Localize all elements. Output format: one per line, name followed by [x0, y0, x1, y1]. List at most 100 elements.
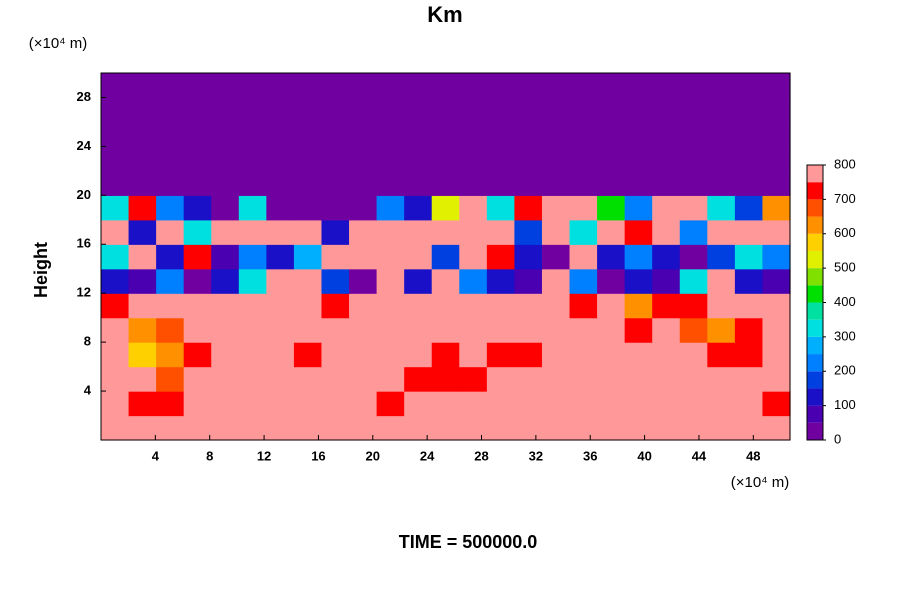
cell	[541, 219, 571, 245]
cell	[101, 219, 130, 245]
cell	[349, 268, 378, 294]
cell	[624, 366, 653, 392]
cell	[238, 366, 267, 392]
cell	[486, 121, 515, 147]
cell	[431, 195, 460, 221]
cell	[459, 219, 488, 245]
cell	[679, 146, 708, 172]
cell	[652, 317, 681, 343]
cell	[128, 170, 157, 196]
cell	[238, 195, 267, 221]
colorbar-label: 400	[834, 294, 856, 309]
cell	[652, 415, 681, 441]
cell	[404, 342, 433, 368]
cell	[321, 342, 350, 368]
cell	[128, 342, 157, 368]
cell	[624, 415, 653, 441]
cell	[762, 415, 791, 441]
colorbar-band	[807, 199, 823, 217]
cell	[486, 317, 515, 343]
time-label: TIME = 500000.0	[399, 532, 538, 552]
cell	[101, 170, 130, 196]
cell	[183, 146, 212, 172]
cell	[128, 293, 157, 319]
cell	[266, 268, 295, 294]
cell	[734, 293, 764, 319]
cell	[266, 391, 295, 417]
colorbar-label: 800	[834, 156, 856, 171]
cell	[762, 244, 791, 270]
cell	[486, 244, 515, 270]
cell	[652, 170, 681, 196]
cell	[349, 170, 378, 196]
cell	[486, 293, 515, 319]
cell	[101, 415, 130, 441]
cell	[707, 73, 736, 99]
colorbar-label: 700	[834, 191, 856, 206]
cell	[376, 342, 405, 368]
cell	[293, 293, 323, 319]
cell	[734, 97, 764, 123]
cell	[624, 97, 653, 123]
cell	[238, 244, 267, 270]
cell	[183, 415, 212, 441]
cell	[597, 293, 626, 319]
cell	[156, 293, 185, 319]
cell	[376, 146, 405, 172]
cell	[707, 121, 736, 147]
cell	[569, 317, 598, 343]
colorbar-label: 500	[834, 260, 856, 275]
cell	[624, 219, 653, 245]
cell	[376, 170, 405, 196]
cell	[514, 219, 543, 245]
cell	[128, 366, 157, 392]
cell	[541, 268, 571, 294]
colorbar-band	[807, 233, 823, 251]
colorbar-label: 100	[834, 397, 856, 412]
cell	[293, 73, 323, 99]
cell	[431, 170, 460, 196]
cell	[128, 219, 157, 245]
cell	[624, 342, 653, 368]
y-tick-label: 20	[77, 187, 91, 202]
cell	[238, 121, 267, 147]
cell	[101, 366, 130, 392]
cell	[624, 146, 653, 172]
cell	[459, 293, 488, 319]
cell	[128, 121, 157, 147]
cell	[321, 268, 350, 294]
chart-title: Km	[427, 2, 462, 27]
cell	[238, 73, 267, 99]
cell	[431, 121, 460, 147]
cell	[569, 342, 598, 368]
cell	[431, 73, 460, 99]
cell	[101, 244, 130, 270]
cell	[404, 293, 433, 319]
x-tick-label: 44	[692, 448, 707, 463]
cell	[514, 121, 543, 147]
cell	[569, 219, 598, 245]
cell	[679, 268, 708, 294]
x-tick-label: 16	[311, 448, 325, 463]
cell	[569, 195, 598, 221]
cell	[321, 170, 350, 196]
cell	[183, 73, 212, 99]
cell	[266, 97, 295, 123]
cell	[404, 219, 433, 245]
colorbar-label: 600	[834, 225, 856, 240]
cell	[101, 97, 130, 123]
cell	[707, 415, 736, 441]
cell	[597, 415, 626, 441]
cell	[211, 73, 240, 99]
cell	[569, 366, 598, 392]
cell	[569, 170, 598, 196]
cell	[266, 195, 295, 221]
cell	[514, 146, 543, 172]
cell	[514, 293, 543, 319]
cell	[183, 121, 212, 147]
cell	[569, 97, 598, 123]
cell	[128, 415, 157, 441]
cell	[734, 244, 764, 270]
cell	[624, 317, 653, 343]
